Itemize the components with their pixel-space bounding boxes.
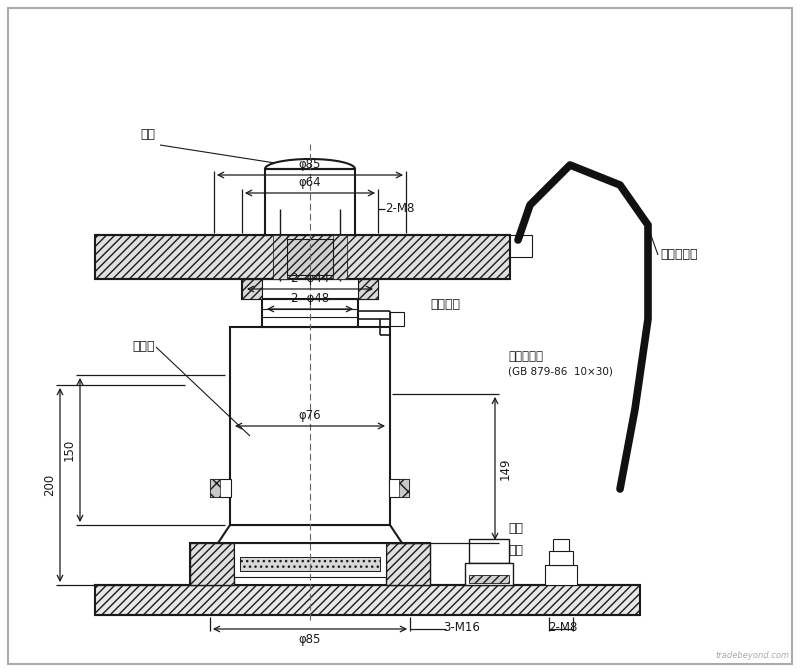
Bar	[273, 235, 287, 279]
Bar	[549, 551, 573, 565]
Bar	[333, 235, 347, 279]
Text: 传感器: 传感器	[133, 341, 155, 353]
Bar	[210, 479, 231, 497]
Bar	[210, 479, 220, 497]
Bar	[358, 279, 378, 299]
Text: 2- φ44: 2- φ44	[291, 272, 329, 285]
Text: 底座: 底座	[508, 523, 523, 536]
Bar	[389, 479, 409, 497]
Text: 2-M8: 2-M8	[385, 202, 414, 216]
Bar	[545, 565, 577, 585]
Text: 3-M16: 3-M16	[443, 621, 481, 634]
Bar	[242, 279, 378, 299]
Text: 挡块: 挡块	[508, 544, 523, 558]
Bar	[386, 543, 430, 585]
Bar	[95, 585, 640, 615]
Text: φ64: φ64	[298, 176, 322, 189]
Bar	[469, 575, 509, 583]
Bar	[469, 539, 509, 563]
Bar	[242, 279, 262, 299]
Text: 导线出口: 导线出口	[430, 298, 460, 312]
Bar	[265, 169, 355, 235]
Text: φ85: φ85	[299, 633, 321, 646]
Text: 200: 200	[43, 474, 56, 496]
Text: 149: 149	[499, 457, 512, 480]
Bar	[230, 327, 390, 525]
Text: 2- φ48: 2- φ48	[291, 292, 329, 305]
Bar	[390, 312, 404, 326]
Bar	[234, 543, 386, 577]
Bar	[333, 259, 347, 277]
Polygon shape	[218, 525, 402, 543]
Text: (GB 879-86  10×30): (GB 879-86 10×30)	[508, 366, 613, 376]
Text: φ85: φ85	[299, 158, 321, 171]
Bar	[399, 479, 409, 497]
Text: 2-M8: 2-M8	[548, 621, 578, 634]
Bar	[287, 239, 333, 275]
Text: 压头: 压头	[140, 128, 155, 141]
Bar	[190, 543, 430, 585]
Bar	[510, 235, 532, 257]
Text: 弹性圆柱销: 弹性圆柱销	[508, 351, 543, 364]
Bar	[190, 543, 234, 585]
Text: tradebeyond.com: tradebeyond.com	[716, 651, 790, 660]
Bar	[273, 259, 287, 277]
Text: φ76: φ76	[298, 409, 322, 422]
Bar	[262, 299, 358, 327]
Bar	[465, 563, 513, 585]
Bar	[240, 557, 380, 571]
Text: 接地金属线: 接地金属线	[660, 249, 698, 261]
Text: 150: 150	[63, 439, 76, 461]
Bar	[95, 235, 510, 279]
